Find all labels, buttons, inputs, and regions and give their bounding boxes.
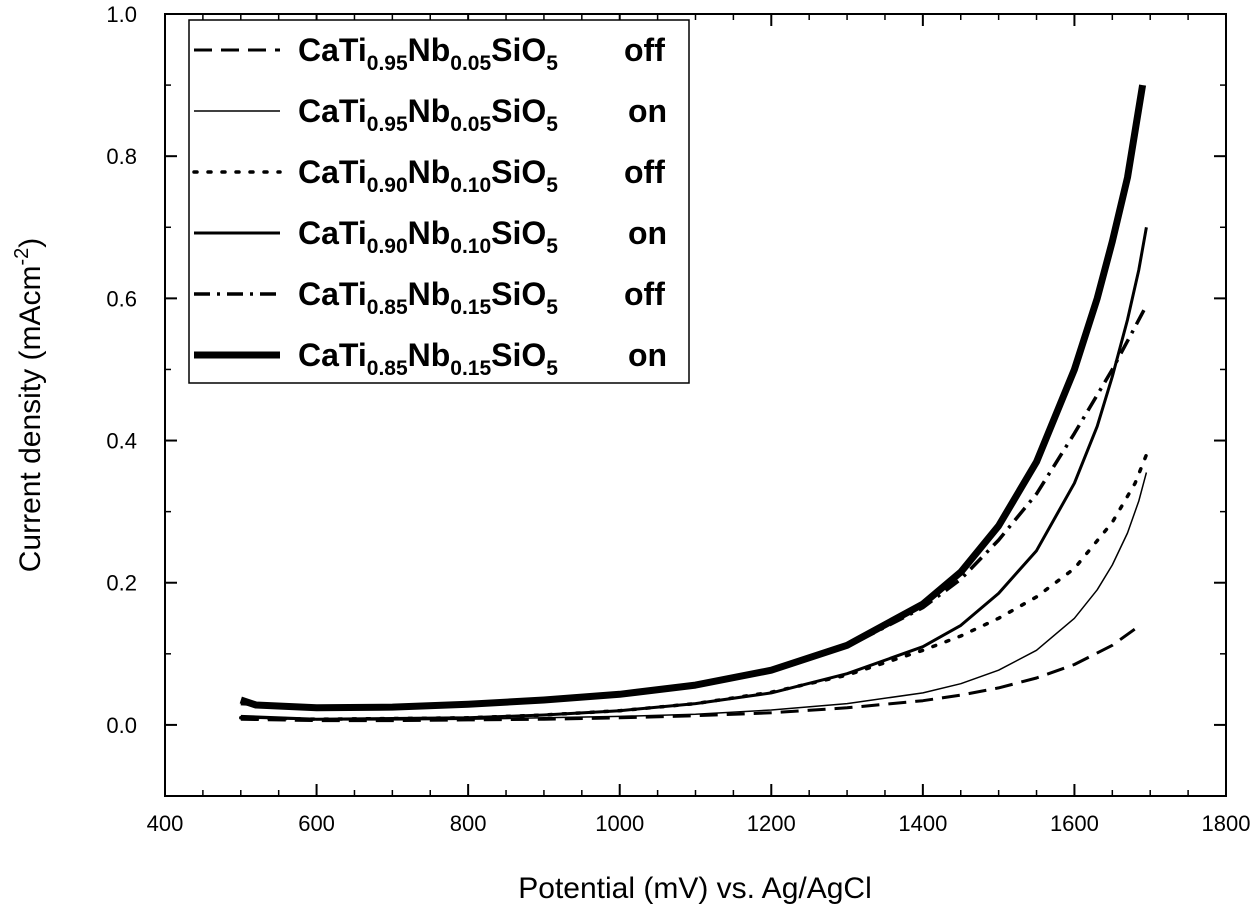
y-tick-label: 0.4 <box>106 429 137 454</box>
y-tick-label: 0.2 <box>106 571 137 596</box>
legend-label: CaTi0.85Nb0.15SiO5 <box>298 276 558 319</box>
legend-label: CaTi0.90Nb0.10SiO5 <box>298 154 558 197</box>
legend: CaTi0.95Nb0.05SiO5 off CaTi0.95Nb0.05SiO5 o… <box>188 19 690 384</box>
legend-state: on <box>628 93 667 129</box>
legend-state: off <box>624 276 665 312</box>
x-axis-title: Potential (mV) vs. Ag/AgCl <box>518 872 871 905</box>
legend-state: on <box>628 215 667 251</box>
legend-item-6: CaTi0.85Nb0.15SiO5 on <box>194 337 667 380</box>
x-tick-label: 400 <box>147 811 184 836</box>
series-line-6 <box>239 84 1147 712</box>
series-layer <box>239 84 1149 723</box>
legend-item-1: CaTi0.95Nb0.05SiO5 off <box>194 32 665 75</box>
y-tick-label: 0.6 <box>106 286 137 311</box>
legend-label: CaTi0.90Nb0.10SiO5 <box>298 215 558 258</box>
x-tick-label: 800 <box>450 811 487 836</box>
y-axis-title: Current density (mAcm-2) <box>11 238 47 573</box>
legend-items: CaTi0.95Nb0.05SiO5 off CaTi0.95Nb0.05SiO5 o… <box>192 32 667 380</box>
legend-label: CaTi0.85Nb0.15SiO5 <box>298 337 558 380</box>
y-tick-label: 0.8 <box>106 144 137 169</box>
legend-label: CaTi0.95Nb0.05SiO5 <box>298 32 558 75</box>
legend-item-3: CaTi0.90Nb0.10SiO5 off <box>192 154 665 197</box>
series-line-3 <box>239 453 1149 721</box>
legend-item-5: CaTi0.85Nb0.15SiO5 off <box>194 276 665 319</box>
axis-tick-labels: 400 600 800 1000 1200 1400 1600 1800 0.0 0.2 0.4 0.… <box>106 2 1250 836</box>
legend-state: off <box>624 32 665 68</box>
legend-item-4: CaTi0.90Nb0.10SiO5 on <box>194 215 667 258</box>
x-tick-label: 600 <box>298 811 335 836</box>
legend-state: off <box>624 154 665 190</box>
x-tick-label: 1000 <box>595 811 644 836</box>
x-tick-label: 1400 <box>898 811 947 836</box>
legend-label: CaTi0.95Nb0.05SiO5 <box>298 93 558 136</box>
y-tick-label: 1.0 <box>106 2 137 27</box>
series-line-4 <box>240 227 1148 721</box>
x-tick-label: 1800 <box>1202 811 1251 836</box>
legend-state: on <box>628 337 667 373</box>
y-tick-label: 0.0 <box>106 713 137 738</box>
legend-item-2: CaTi0.95Nb0.05SiO5 on <box>194 93 667 136</box>
legend-box <box>188 19 690 384</box>
x-tick-label: 1200 <box>747 811 796 836</box>
x-tick-label: 1600 <box>1050 811 1099 836</box>
